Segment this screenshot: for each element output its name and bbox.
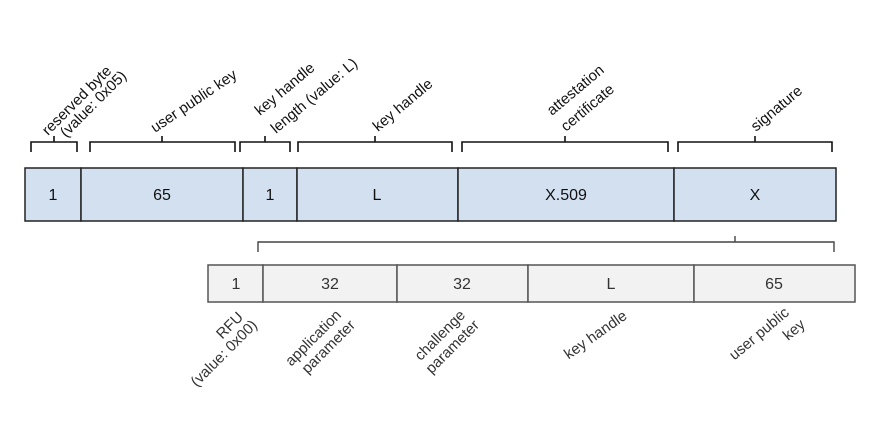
top-cell-value: X.509: [545, 187, 587, 204]
bottom-cell-key-handle: [527, 264, 695, 303]
top-label-line: user public key: [148, 66, 241, 136]
top-cell-value: X: [750, 187, 761, 204]
brace-reserved-byte: [30, 136, 78, 152]
top-cell-user-public-key: [80, 167, 244, 222]
bottom-cell-value: 32: [321, 276, 339, 293]
brace-key-handle-length: [239, 136, 291, 152]
top-cell-value: 1: [49, 187, 58, 204]
top-cell-value: 1: [266, 187, 275, 204]
bottom-cell-value: 1: [232, 276, 241, 293]
top-label-signature: signature: [748, 82, 806, 135]
bottom-label-key-handle: key handle: [561, 307, 630, 363]
top-label-key-handle: key handle: [370, 75, 437, 135]
bottom-row: 1 32 32 L 65: [207, 264, 856, 303]
brace-user-public-key: [89, 136, 236, 152]
top-label-line: signature: [748, 82, 806, 135]
bottom-cell-user-public-key: [693, 264, 856, 303]
top-cell-value: L: [373, 187, 382, 204]
bottom-cell-value: 65: [765, 276, 783, 293]
top-cell-reserved-byte: [24, 167, 82, 222]
bottom-cell-value: L: [607, 276, 616, 293]
bottom-label-line: key handle: [561, 307, 630, 363]
top-label-line: key handle: [370, 75, 437, 135]
brace-signature-expansion: [257, 236, 835, 252]
top-cell-value: 65: [153, 187, 171, 204]
top-cell-key-handle-length: [242, 167, 298, 222]
brace-key-handle: [297, 136, 453, 152]
top-label-user-public-key: user public key: [148, 66, 241, 136]
bottom-cell-value: 32: [453, 276, 471, 293]
top-row: 1 65 1 L X.509 X: [24, 167, 837, 222]
brace-signature: [677, 136, 833, 152]
bottom-cell-application-parameter: [262, 264, 398, 303]
brace-attestation-certificate: [461, 136, 669, 152]
top-cell-signature: [673, 167, 837, 222]
